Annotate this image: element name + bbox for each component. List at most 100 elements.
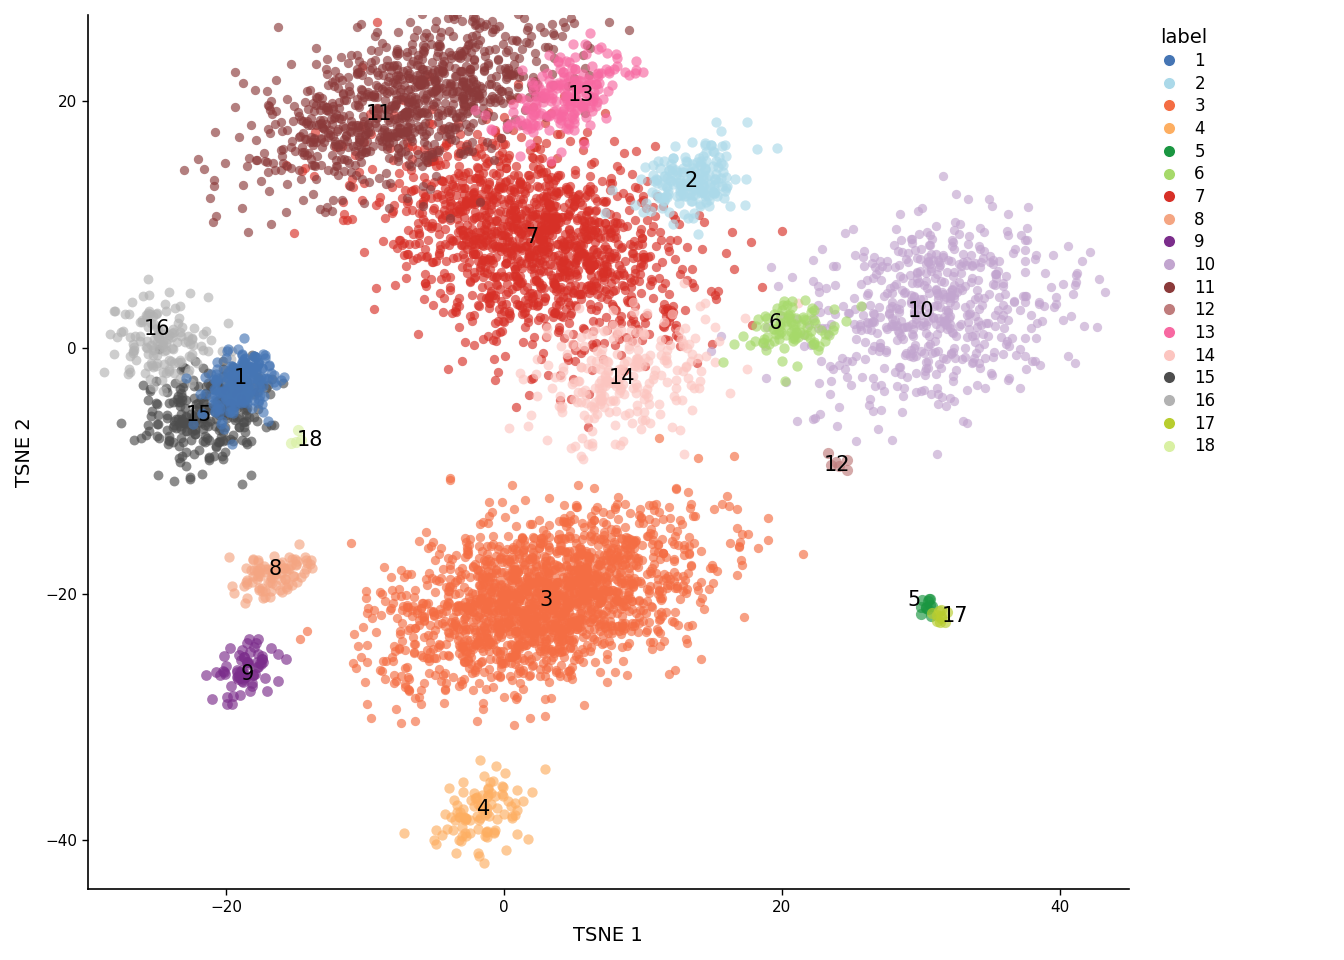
Point [900,326,922,342]
Point [544,213,566,228]
Point [204,396,226,412]
Point [405,98,426,113]
Point [491,593,512,609]
Point [673,446,695,462]
Point [398,70,419,85]
Point [585,574,606,589]
Point [414,190,435,205]
Point [617,587,638,602]
Point [694,135,715,151]
Point [544,585,566,600]
Point [504,563,526,578]
Point [634,200,656,215]
Point [929,259,950,275]
Point [487,591,508,607]
Point [567,552,589,567]
Point [215,373,237,389]
Point [775,327,797,343]
Point [323,128,344,143]
Point [607,312,629,327]
Point [910,607,931,622]
Point [218,383,239,398]
Point [409,533,430,548]
Point [496,567,517,583]
Point [402,252,423,267]
Point [656,550,677,565]
Point [478,808,500,824]
Point [695,153,716,168]
Point [539,674,560,689]
Point [538,581,559,596]
Point [504,613,526,629]
Point [168,438,190,453]
Point [206,367,227,382]
Point [386,68,407,84]
Point [409,78,430,93]
Point [422,153,444,168]
Point [394,680,415,695]
Point [617,667,638,683]
Point [763,306,785,322]
Point [534,574,555,589]
Point [929,356,950,372]
Point [609,623,630,638]
Point [547,55,569,70]
Point [466,159,488,175]
Point [230,391,251,406]
Point [535,165,556,180]
Point [403,636,425,651]
Point [517,244,539,259]
Point [481,594,503,610]
Point [501,478,523,493]
Point [917,254,938,270]
Point [246,384,267,399]
Point [625,376,646,392]
Point [485,652,507,667]
Point [392,92,414,108]
Point [613,146,634,161]
Point [344,97,366,112]
Point [558,88,579,104]
Point [598,564,620,580]
Point [527,242,548,257]
Point [521,290,543,305]
Point [355,142,376,157]
Point [570,564,591,580]
Point [575,388,597,403]
Point [423,71,445,86]
Point [595,222,617,237]
Point [573,592,594,608]
Point [220,369,242,384]
Point [497,588,519,604]
Point [172,359,194,374]
Point [590,347,612,362]
Point [676,188,698,204]
Point [618,339,640,354]
Point [461,314,482,329]
Point [587,267,609,282]
Point [746,318,767,333]
Point [395,182,417,198]
Point [503,598,524,613]
Point [524,634,546,649]
Point [602,215,624,230]
Point [808,285,829,300]
Point [439,269,461,284]
Point [450,833,472,849]
Point [255,155,277,170]
Point [758,532,780,547]
Point [380,128,402,143]
Point [595,516,617,532]
Point [216,341,238,356]
Point [473,18,495,34]
Point [434,806,456,822]
Point [430,24,452,39]
Point [544,561,566,576]
Point [564,74,586,89]
Point [476,111,497,127]
Point [727,501,749,516]
Point [465,91,487,107]
Point [180,471,202,487]
Point [407,102,429,117]
Point [458,187,480,203]
